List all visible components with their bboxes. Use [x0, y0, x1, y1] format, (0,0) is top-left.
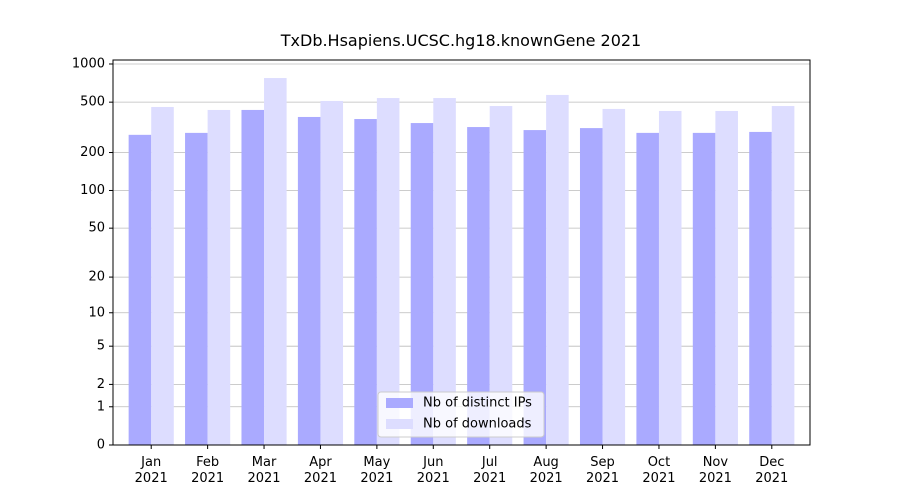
y-tick-label: 500	[80, 95, 105, 110]
bar	[128, 134, 152, 446]
y-tick-label: 10	[88, 305, 105, 320]
bar	[320, 100, 344, 445]
y-tick-label: 100	[80, 183, 105, 198]
bar	[241, 109, 265, 446]
bar	[376, 98, 400, 445]
y-tick-label: 50	[88, 221, 105, 236]
x-tick-label: Jul 2021	[473, 455, 506, 486]
legend-swatch	[386, 419, 413, 429]
bar	[410, 123, 434, 445]
x-tick-label: Feb 2021	[191, 455, 224, 486]
y-tick-label: 200	[80, 145, 105, 160]
bar	[602, 108, 626, 446]
y-tick-label: 2	[97, 377, 105, 392]
bar	[433, 98, 456, 445]
x-tick-label: Dec 2021	[755, 455, 788, 486]
y-tick-label: 20	[88, 270, 105, 285]
legend-label: Nb of downloads	[423, 417, 532, 432]
legend-swatch	[386, 398, 413, 408]
x-tick-label: Apr 2021	[304, 455, 337, 486]
chart-title: TxDb.Hsapiens.UCSC.hg18.knownGene 2021	[280, 31, 641, 50]
bar	[749, 131, 772, 446]
bar	[354, 119, 377, 445]
x-tick-label: Nov 2021	[699, 455, 732, 486]
bar	[771, 106, 795, 446]
bar	[489, 106, 513, 446]
bar	[523, 130, 547, 445]
bar	[658, 110, 682, 445]
legend-box	[377, 391, 545, 438]
bar	[579, 128, 603, 445]
x-tick-label: May 2021	[360, 455, 393, 486]
legend-label: Nb of distinct IPs	[423, 396, 532, 411]
bar	[185, 132, 208, 445]
x-tick-label: Jun 2021	[417, 455, 450, 486]
x-tick-label: Oct 2021	[642, 455, 675, 486]
x-tick-label: Aug 2021	[530, 455, 563, 486]
x-tick-label: Jan 2021	[135, 455, 168, 486]
y-tick-label: 1	[97, 399, 105, 414]
y-tick-label: 0	[97, 438, 105, 453]
y-tick-label: 1000	[72, 56, 105, 71]
bar	[151, 106, 174, 445]
bar	[207, 109, 231, 446]
bar	[546, 94, 569, 445]
bar	[715, 110, 738, 445]
x-tick-label: Mar 2021	[247, 455, 280, 486]
bar	[264, 78, 287, 445]
x-tick-label: Sep 2021	[586, 455, 619, 486]
plot-frame	[112, 59, 811, 446]
bar	[467, 127, 490, 445]
bar	[636, 132, 659, 445]
bar	[297, 116, 321, 446]
bar	[692, 132, 716, 445]
y-tick-label: 5	[97, 339, 105, 354]
